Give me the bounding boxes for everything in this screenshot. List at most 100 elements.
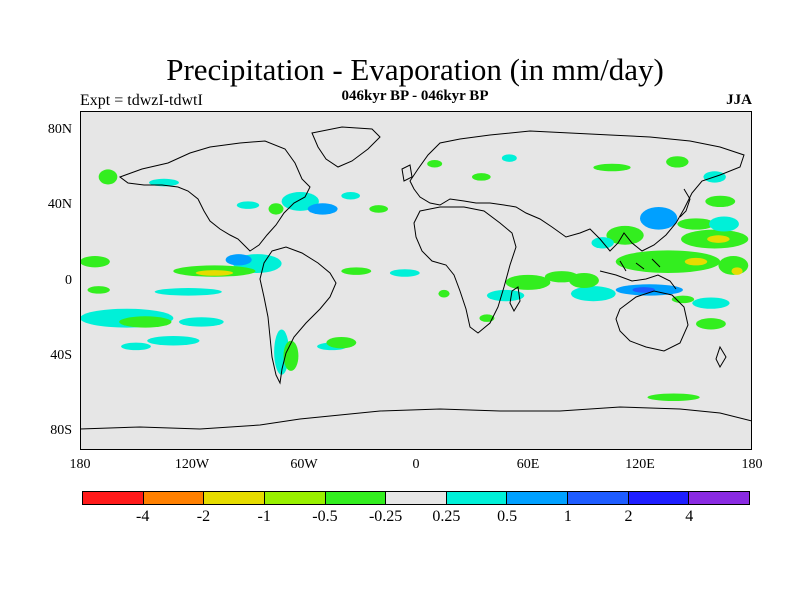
- field-region-green: [666, 156, 689, 168]
- season-label: JJA: [726, 92, 752, 108]
- coast-greenland: [311, 126, 381, 168]
- field-region-cyan: [178, 317, 224, 327]
- field-regions: [80, 154, 749, 402]
- field-region-green: [283, 340, 299, 371]
- field-region-cyan: [149, 178, 179, 187]
- field-region-blue: [640, 207, 678, 230]
- colorbar-swatch: [689, 492, 750, 504]
- figure-subtitle: 046kyr BP - 046kyr BP: [341, 88, 489, 104]
- figure-title: Precipitation - Evaporation (in mm/day): [166, 52, 664, 87]
- colorbar-label: -0.5: [312, 508, 338, 525]
- field-region-green: [326, 337, 357, 349]
- field-region-darkblue: [632, 287, 655, 293]
- colorbar-swatch: [568, 492, 629, 504]
- field-region-green: [427, 159, 443, 168]
- field-region-green: [98, 169, 118, 185]
- lon-tick-label: 120W: [174, 457, 210, 472]
- colorbar-swatch: [143, 492, 205, 504]
- field-region-blue: [307, 203, 338, 215]
- field-region-green: [472, 173, 491, 181]
- coast-indonesia: [599, 258, 677, 290]
- coast-new-zealand: [715, 345, 727, 369]
- colorbar-swatch: [264, 492, 326, 504]
- field-region-yellow: [731, 267, 743, 275]
- field-region-cyan: [121, 342, 151, 351]
- field-region-green: [268, 203, 284, 215]
- colorbar-label: -2: [196, 508, 211, 525]
- field-region-green: [696, 318, 726, 330]
- field-region-green: [119, 316, 172, 328]
- field-region-yellow: [707, 235, 730, 243]
- field-region-blue: [225, 254, 252, 266]
- field-region-green: [479, 314, 495, 322]
- lat-tick-label: 80N: [47, 121, 72, 137]
- field-region-green: [369, 205, 388, 213]
- lon-tick-label: 60W: [290, 457, 318, 472]
- coast-australia: [615, 290, 689, 352]
- field-region-green: [341, 267, 372, 275]
- lon-tick-label: 0: [412, 457, 420, 472]
- coast-africa: [413, 206, 517, 334]
- field-region-green: [606, 225, 644, 245]
- field-region-green: [647, 393, 700, 402]
- field-region-cyan: [236, 201, 260, 209]
- colorbar-label: 1: [563, 508, 572, 525]
- field-region-green: [593, 163, 631, 172]
- field-region-green: [438, 289, 450, 298]
- colorbar-label: 4: [685, 508, 694, 525]
- field-region-green: [705, 195, 736, 208]
- field-region-cyan: [709, 216, 739, 232]
- lat-tick-label: 40N: [47, 197, 72, 213]
- colorbar-swatch: [83, 492, 144, 504]
- field-region-yellow: [684, 257, 708, 266]
- coast-eurasia: [409, 130, 745, 252]
- field-region-green: [87, 286, 110, 294]
- field-region-green: [671, 295, 695, 304]
- coastlines: [80, 126, 752, 430]
- lon-tick-label: 180: [741, 457, 763, 472]
- colorbar-swatch: [446, 492, 508, 504]
- experiment-label: Expt = tdwzI-tdwtI: [80, 92, 203, 109]
- field-region-green: [80, 256, 110, 268]
- lat-tick-label: 80S: [50, 423, 72, 439]
- lat-tick-label: 0: [65, 272, 72, 288]
- lon-tick-label: 180: [69, 457, 91, 472]
- colorbar-label: 0.25: [432, 508, 461, 525]
- map-panel: [80, 111, 752, 450]
- field-region-green: [677, 218, 715, 230]
- field-region-cyan: [501, 154, 517, 162]
- lon-tick-label: 60E: [516, 457, 540, 472]
- colorbar-swatch: [204, 492, 265, 504]
- map-svg: [80, 111, 752, 450]
- colorbar-label: 0.5: [497, 508, 518, 525]
- colorbar-swatch: [325, 492, 387, 504]
- coast-north-america: [118, 140, 311, 252]
- field-region-green: [544, 271, 579, 283]
- field-region-cyan: [147, 336, 200, 346]
- field-region-cyan: [692, 297, 730, 309]
- field-region-cyan: [486, 289, 525, 302]
- coast-antarctica: [80, 406, 752, 430]
- map-background: [80, 111, 752, 450]
- coast-japan: [679, 188, 691, 218]
- colorbar: [82, 491, 750, 505]
- colorbar-label: -0.25: [368, 508, 403, 525]
- field-region-cyan: [389, 269, 420, 277]
- colorbar-swatch: [507, 492, 569, 504]
- field-region-green: [505, 274, 551, 290]
- lon-tick-label: 120E: [625, 457, 655, 472]
- colorbar-label: -1: [257, 508, 271, 525]
- field-region-cyan: [341, 191, 360, 200]
- map-frame: [80, 111, 752, 450]
- field-region-cyan: [154, 288, 222, 296]
- field-region-yellow: [195, 270, 234, 276]
- coast-south-america: [259, 246, 337, 385]
- colorbar-label: -4: [136, 508, 150, 525]
- coast-uk: [401, 164, 413, 182]
- coast-madagascar: [509, 286, 521, 313]
- colorbar-swatch: [628, 492, 690, 504]
- lat-tick-label: 40S: [50, 347, 72, 363]
- colorbar-label: 2: [624, 508, 633, 525]
- colorbar-swatch: [386, 492, 447, 504]
- field-region-cyan: [570, 286, 616, 302]
